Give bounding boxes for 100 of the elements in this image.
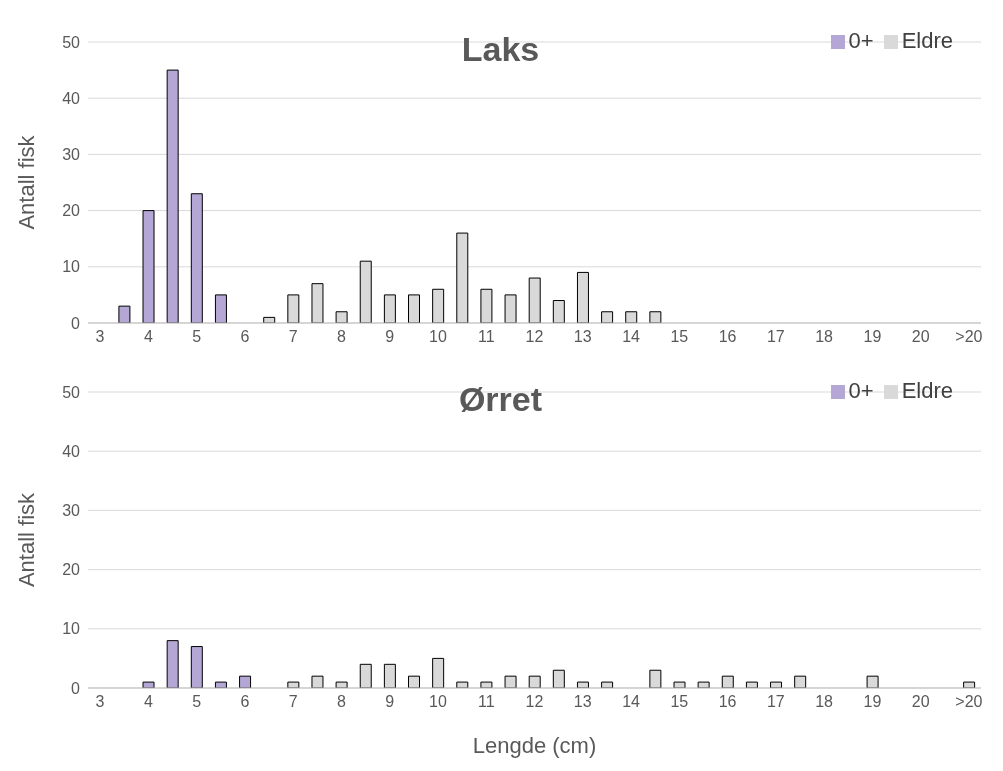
bar xyxy=(118,305,131,323)
y-tick-label: 40 xyxy=(62,442,81,460)
x-tick-label: 6 xyxy=(240,693,250,711)
bar xyxy=(625,311,638,323)
x-tick-label: 5 xyxy=(192,693,202,711)
y-tick-label: 20 xyxy=(62,202,81,220)
bar xyxy=(866,675,879,688)
x-tick-label: 20 xyxy=(911,328,930,346)
bar xyxy=(190,193,203,323)
bar xyxy=(504,675,517,688)
y-axis-title: Antall fisk xyxy=(13,134,39,230)
bar xyxy=(963,681,976,688)
bar xyxy=(166,69,179,323)
bar xyxy=(528,675,541,688)
bar xyxy=(552,300,565,323)
x-tick-label: 10 xyxy=(429,328,447,346)
y-tick-label: 30 xyxy=(62,146,81,164)
bar xyxy=(383,663,396,688)
bar xyxy=(190,646,203,688)
bar xyxy=(504,294,517,323)
x-tick-label: 11 xyxy=(477,693,495,711)
bar xyxy=(794,675,807,688)
x-tick-label: 16 xyxy=(718,693,737,711)
x-tick-label: 17 xyxy=(766,693,785,711)
legend-label: 0+ xyxy=(848,28,874,53)
bar xyxy=(649,311,662,323)
x-tick-label: 18 xyxy=(815,693,834,711)
bar xyxy=(673,681,686,688)
bar xyxy=(770,681,783,688)
x-tick-label: 12 xyxy=(525,328,544,346)
y-tick-label: 0 xyxy=(71,314,81,332)
bar xyxy=(408,675,421,688)
x-tick-label: 13 xyxy=(573,328,592,346)
y-tick-label: 30 xyxy=(62,502,81,520)
x-tick-label: 16 xyxy=(718,328,737,346)
x-tick-label: 13 xyxy=(573,693,592,711)
x-tick-label: 4 xyxy=(143,693,153,711)
y-axis-title: Antall fisk xyxy=(13,491,39,588)
x-tick-label: 14 xyxy=(622,328,641,346)
bar xyxy=(335,681,348,688)
x-tick-label: 15 xyxy=(670,693,689,711)
x-tick-label: 17 xyxy=(766,328,785,346)
bar xyxy=(359,663,372,688)
x-tick-label: 19 xyxy=(863,693,882,711)
y-tick-label: 0 xyxy=(71,679,81,697)
bar xyxy=(142,210,155,323)
legend-label: Eldre xyxy=(901,378,953,403)
bar xyxy=(432,657,445,688)
x-tick-label: 7 xyxy=(288,328,298,346)
x-tick-label: 8 xyxy=(336,693,346,711)
bar xyxy=(745,681,758,688)
bar xyxy=(601,311,614,323)
x-tick-label: 3 xyxy=(95,693,105,711)
chart-title: Ørret xyxy=(458,380,543,418)
bar xyxy=(166,640,179,688)
x-tick-label: 11 xyxy=(477,328,495,346)
x-axis-title: Lengde (cm) xyxy=(472,733,597,758)
bar xyxy=(335,311,348,323)
bar xyxy=(383,294,396,323)
y-tick-label: 10 xyxy=(62,620,81,638)
x-tick-label: >20 xyxy=(955,693,983,711)
bar xyxy=(721,675,734,688)
x-tick-label: 6 xyxy=(240,328,250,346)
bar xyxy=(432,288,445,323)
x-tick-label: 20 xyxy=(911,693,930,711)
bar xyxy=(528,277,541,323)
x-tick-label: 4 xyxy=(143,328,153,346)
y-tick-label: 10 xyxy=(62,258,81,276)
legend-label: Eldre xyxy=(901,28,953,53)
x-tick-label: 12 xyxy=(525,693,544,711)
chart-title: Laks xyxy=(461,30,540,68)
bar xyxy=(649,669,662,688)
y-tick-label: 50 xyxy=(62,33,81,51)
x-tick-label: >20 xyxy=(955,328,983,346)
bar xyxy=(287,294,300,323)
bar xyxy=(601,681,614,688)
x-tick-label: 19 xyxy=(863,328,882,346)
bar xyxy=(142,681,155,688)
y-tick-label: 20 xyxy=(62,561,81,579)
bar xyxy=(576,271,589,323)
y-tick-label: 40 xyxy=(62,89,81,107)
bar xyxy=(287,681,300,688)
bar xyxy=(214,681,227,688)
x-tick-label: 9 xyxy=(385,693,395,711)
bar xyxy=(311,675,324,688)
x-tick-label: 8 xyxy=(336,328,346,346)
x-tick-label: 14 xyxy=(622,693,641,711)
x-tick-label: 5 xyxy=(192,328,202,346)
x-tick-label: 7 xyxy=(288,693,298,711)
x-tick-label: 9 xyxy=(385,328,395,346)
x-tick-label: 10 xyxy=(429,693,447,711)
bar xyxy=(480,288,493,323)
x-tick-label: 18 xyxy=(815,328,834,346)
bar xyxy=(408,294,421,323)
bar xyxy=(697,681,710,688)
bar xyxy=(576,681,589,688)
y-tick-label: 50 xyxy=(62,383,81,401)
bar xyxy=(480,681,493,688)
x-tick-label: 3 xyxy=(95,328,105,346)
bar xyxy=(239,675,252,688)
